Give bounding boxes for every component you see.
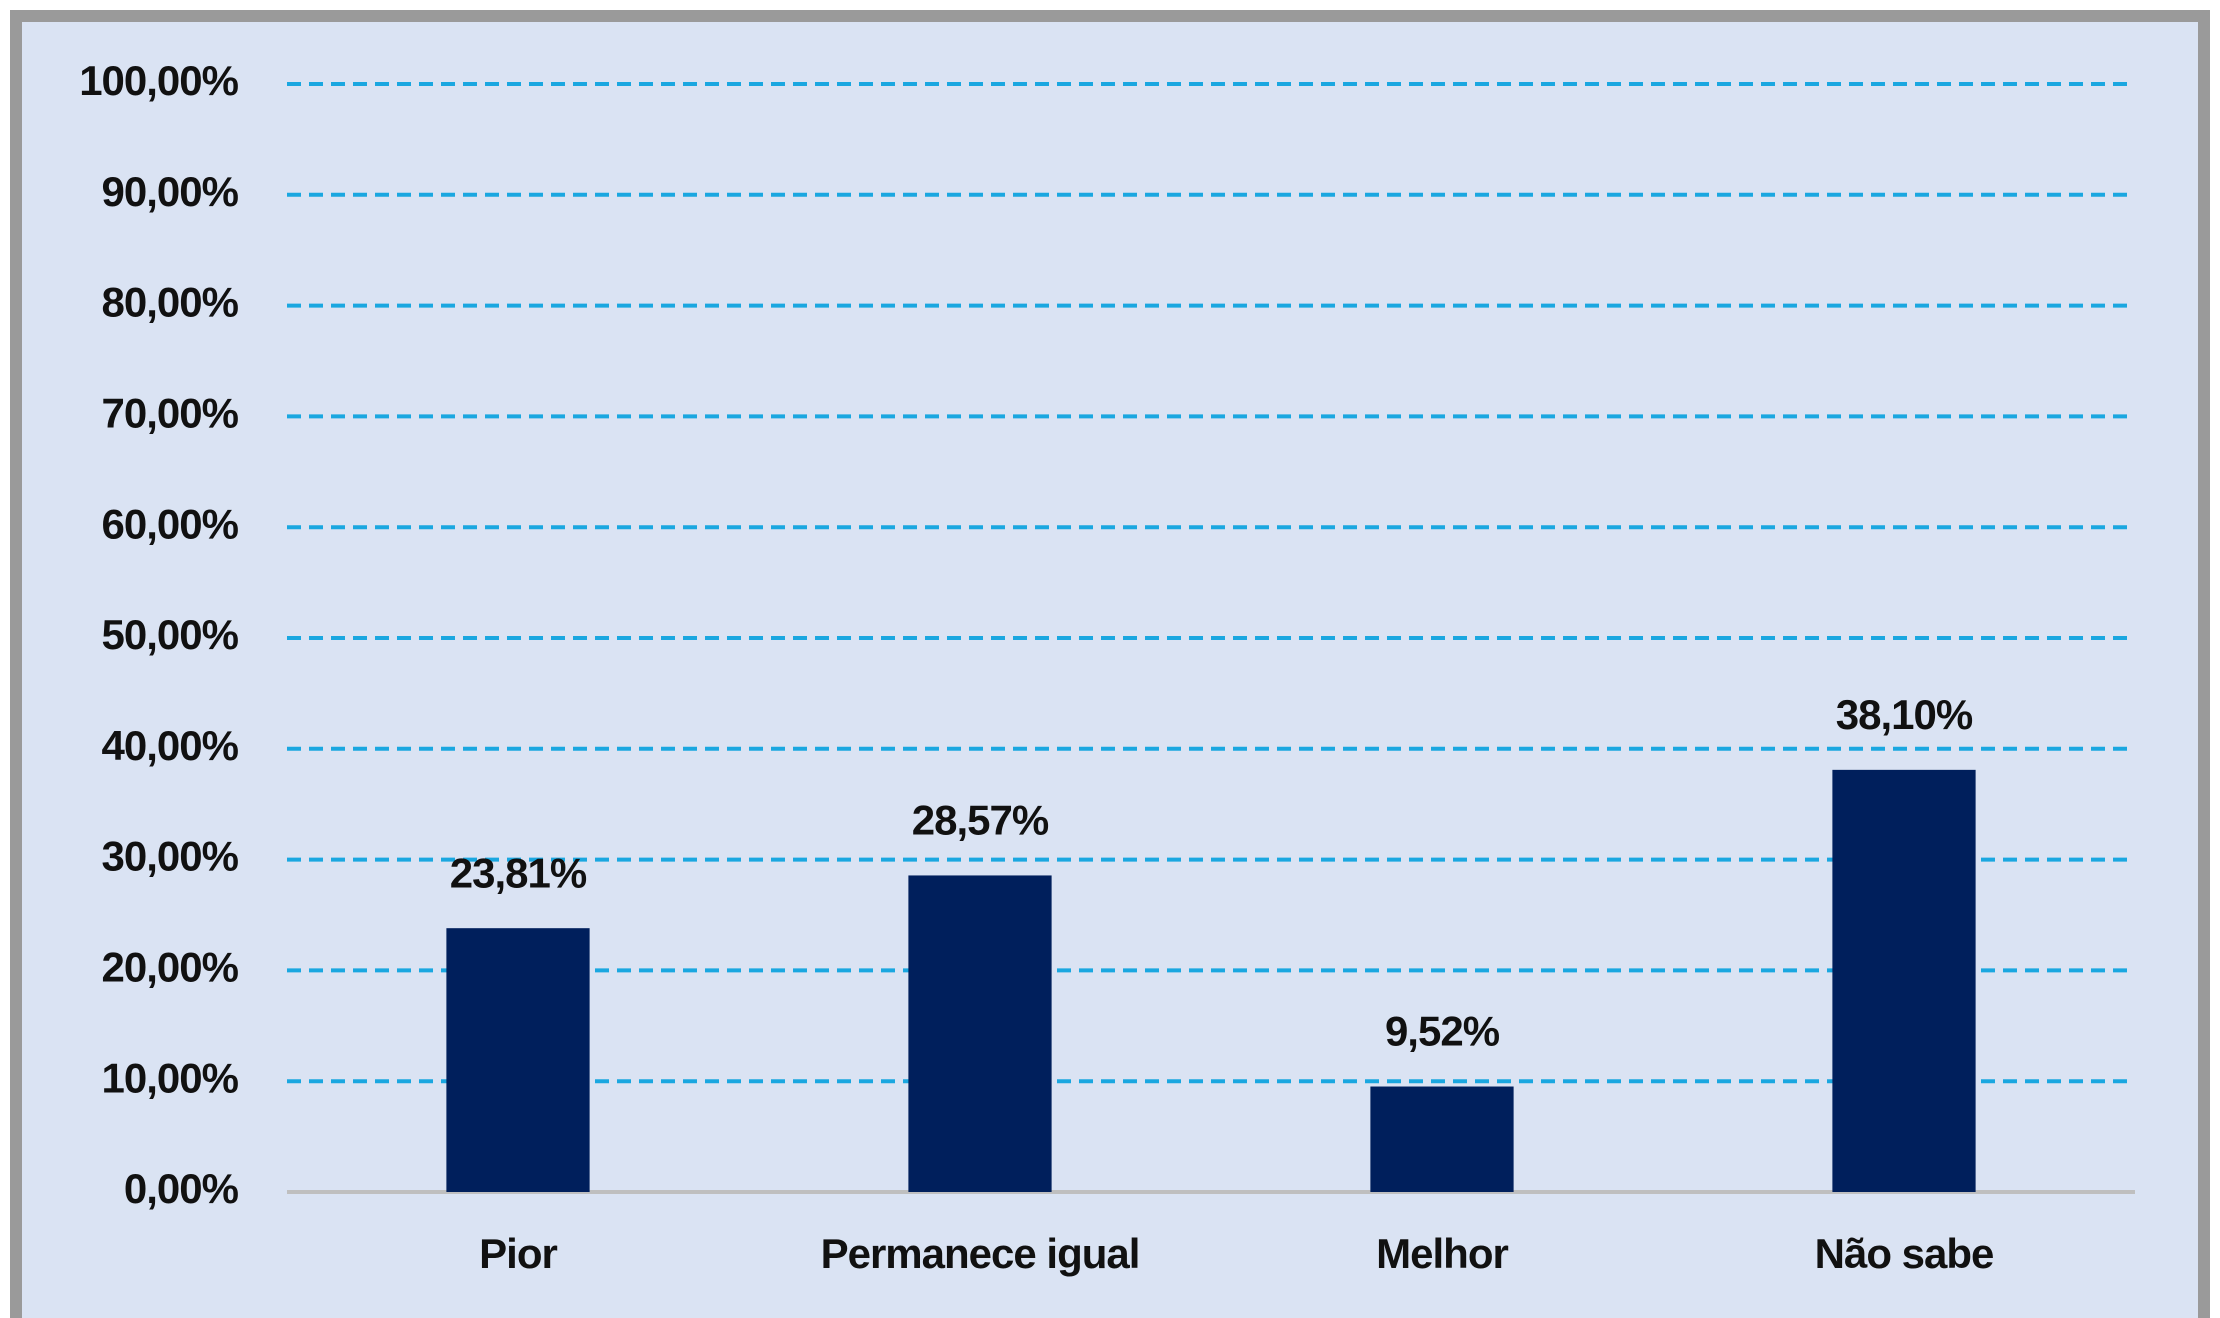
y-tick-label: 40,00% — [102, 722, 239, 769]
x-tick-label: Pior — [479, 1230, 557, 1277]
bar — [1370, 1086, 1514, 1192]
y-tick-label: 80,00% — [102, 279, 239, 326]
bar — [446, 928, 590, 1192]
y-tick-label: 90,00% — [102, 168, 239, 215]
x-tick-label: Permanece igual — [821, 1230, 1140, 1277]
value-label: 23,81% — [450, 849, 587, 896]
y-tick-label: 20,00% — [102, 943, 239, 990]
y-tick-label: 70,00% — [102, 389, 239, 436]
y-tick-label: 30,00% — [102, 833, 239, 880]
y-tick-label: 10,00% — [102, 1054, 239, 1101]
y-tick-label: 50,00% — [102, 611, 239, 658]
y-tick-label: 0,00% — [124, 1165, 239, 1212]
value-label: 28,57% — [912, 797, 1049, 844]
x-tick-label: Melhor — [1376, 1230, 1508, 1277]
y-tick-label: 60,00% — [102, 500, 239, 547]
bar — [1832, 769, 1976, 1192]
x-tick-label: Não sabe — [1815, 1230, 1994, 1277]
bar — [908, 875, 1052, 1192]
value-label: 9,52% — [1385, 1008, 1500, 1055]
value-label: 38,10% — [1836, 691, 1973, 738]
y-tick-label: 100,00% — [79, 57, 238, 104]
